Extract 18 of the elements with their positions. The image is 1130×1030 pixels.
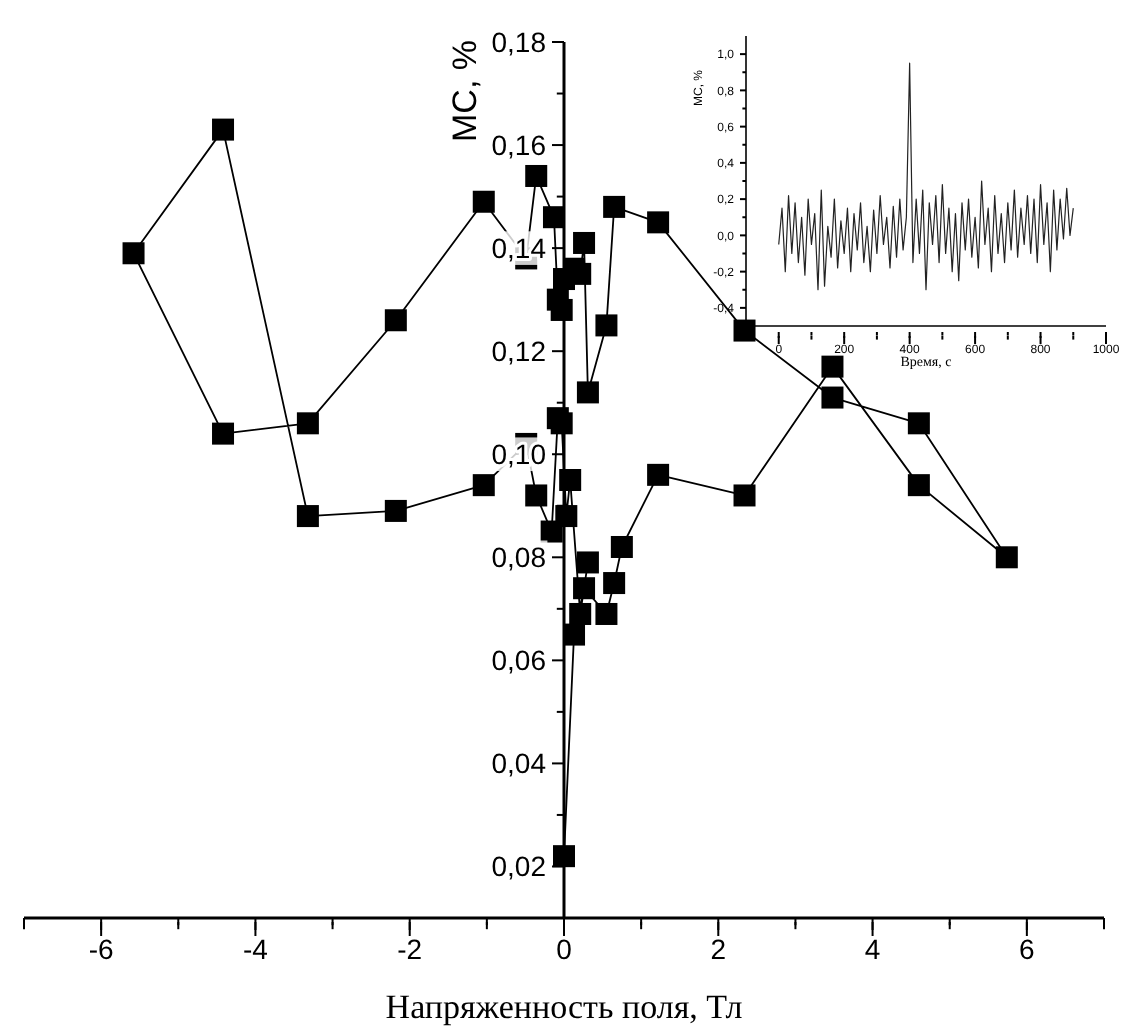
- y-tick-label: 0,16: [491, 128, 547, 161]
- x-tick-label: 6: [1019, 933, 1036, 966]
- y-tick-label: 0,14: [491, 231, 547, 264]
- x-tick-label: -4: [242, 933, 269, 966]
- y-tick-label: 0,08: [491, 541, 547, 574]
- y-axis-title: МС, %: [446, 40, 484, 142]
- x-tick-label: 4: [864, 933, 881, 966]
- x-tick-label: 2: [710, 933, 727, 966]
- y-tick-label: 0,18: [491, 25, 547, 58]
- x-tick-label: -2: [397, 933, 423, 966]
- x-axis-title: Напряженность поля, Тл: [385, 988, 744, 1026]
- y-tick-label: 0,06: [491, 644, 547, 677]
- y-tick-label: 0,10: [491, 438, 547, 471]
- y-tick-label: 0,12: [491, 334, 547, 367]
- x-tick-label: -6: [88, 933, 115, 966]
- x-tick-label: 0: [556, 933, 573, 966]
- y-tick-label: 0,02: [491, 850, 547, 883]
- y-tick-label: 0,04: [491, 747, 547, 780]
